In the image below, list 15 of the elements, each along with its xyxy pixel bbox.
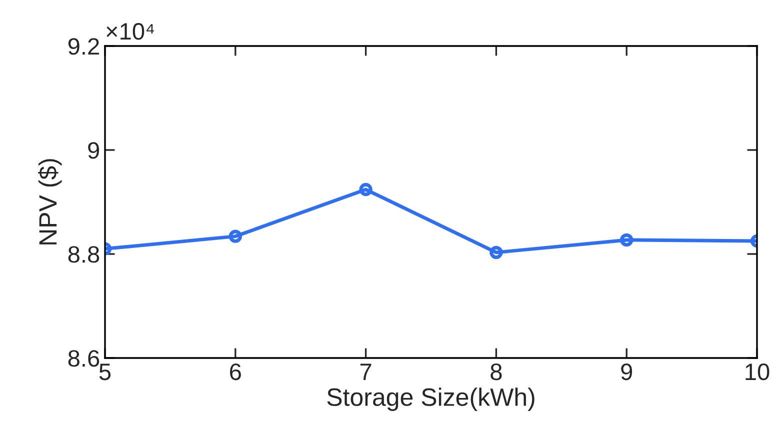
y-tick-label: 9.2 <box>68 38 99 55</box>
x-tick-label: 9 <box>621 363 632 380</box>
y-tick-label: 8.6 <box>68 350 100 367</box>
y-tick-label: 9 <box>88 142 100 159</box>
x-tick-label: 7 <box>360 364 372 380</box>
x-tick-label: 8 <box>490 363 502 380</box>
point <box>490 246 503 260</box>
y-tick-label: 8.8 <box>68 246 100 263</box>
x-axis-title: Storage Size(kWh) <box>327 388 534 411</box>
x-tick-label: 10 <box>746 363 770 380</box>
x-tick-label: 6 <box>230 363 241 380</box>
point <box>359 182 372 196</box>
x-tick-label: 5 <box>99 364 111 380</box>
text: ×10⁴ <box>106 23 154 40</box>
y-axis-title: NPV ($) <box>38 159 62 244</box>
